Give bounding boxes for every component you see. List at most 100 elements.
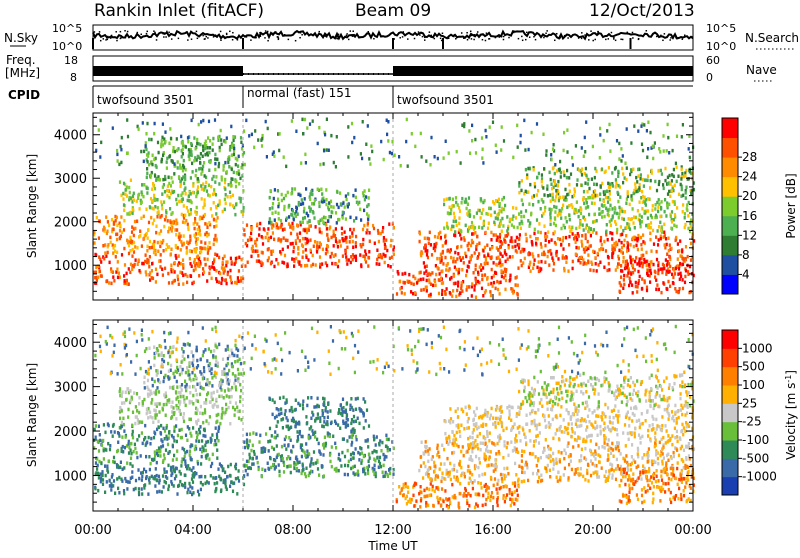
- scatter-cell: [601, 215, 603, 219]
- scatter-cell: [370, 144, 372, 148]
- scatter-cell: [270, 466, 272, 470]
- scatter-cell: [607, 208, 609, 212]
- scatter-cell: [374, 464, 376, 468]
- scatter-cell: [205, 398, 207, 402]
- scatter-cell: [202, 206, 204, 210]
- scatter-cell: [235, 257, 237, 261]
- scatter-cell: [331, 210, 333, 214]
- scatter-cell: [601, 243, 603, 247]
- scatter-cell: [338, 259, 340, 263]
- scatter-cell: [191, 458, 193, 462]
- freq-dot: [308, 73, 309, 75]
- scatter-cell: [204, 475, 206, 479]
- scatter-cell: [138, 477, 140, 481]
- noise-dot: [535, 39, 537, 41]
- scatter-cell: [652, 157, 654, 161]
- freq-dot: [373, 73, 374, 75]
- scatter-cell: [200, 475, 202, 479]
- scatter-cell: [215, 219, 217, 223]
- scatter-cell: [382, 230, 384, 234]
- scatter-cell: [661, 172, 663, 176]
- scatter-cell: [512, 156, 514, 160]
- scatter-cell: [238, 256, 240, 260]
- scatter-cell: [119, 224, 121, 228]
- scatter-cell: [460, 237, 462, 241]
- scatter-cell: [626, 249, 628, 253]
- scatter-cell: [214, 439, 216, 443]
- scatter-cell: [269, 217, 271, 221]
- scatter-cell: [188, 213, 190, 217]
- noise-dot: [127, 31, 129, 33]
- scatter-cell: [97, 439, 99, 443]
- scatter-cell: [373, 438, 375, 442]
- scatter-cell: [286, 262, 288, 266]
- scatter-cell: [261, 450, 263, 454]
- scatter-cell: [484, 261, 486, 265]
- scatter-cell: [217, 430, 219, 434]
- scatter-cell: [186, 366, 188, 370]
- scatter-cell: [120, 161, 122, 165]
- scatter-cell: [230, 349, 232, 353]
- scatter-cell: [160, 353, 162, 357]
- scatter-cell: [234, 379, 236, 383]
- scatter-cell: [515, 207, 517, 211]
- scatter-cell: [622, 287, 624, 291]
- noise-dot: [246, 36, 248, 38]
- scatter-cell: [528, 202, 530, 206]
- scatter-cell: [623, 218, 625, 222]
- scatter-cell: [388, 222, 390, 226]
- scatter-cell: [461, 268, 463, 272]
- scatter-cell: [113, 279, 115, 283]
- freq-dot: [318, 73, 319, 75]
- scatter-cell: [103, 257, 105, 261]
- scatter-cell: [304, 216, 306, 220]
- scatter-cell: [119, 417, 121, 421]
- scatter-cell: [647, 274, 649, 278]
- scatter-cell: [141, 183, 143, 187]
- scatter-cell: [572, 267, 574, 271]
- scatter-cell: [172, 269, 174, 273]
- scatter-cell: [619, 290, 621, 294]
- scatter-cell: [304, 118, 306, 122]
- noise-right-label: N.Search: [745, 31, 799, 45]
- scatter-cell: [218, 281, 220, 285]
- scatter-cell: [189, 377, 191, 381]
- scatter-cell: [373, 449, 375, 453]
- scatter-cell: [231, 153, 233, 157]
- noise-dot: [186, 31, 188, 33]
- scatter-cell: [267, 127, 269, 131]
- scatter-cell: [152, 421, 154, 425]
- scatter-cell: [625, 266, 627, 270]
- scatter-cell: [377, 229, 379, 233]
- scatter-cell: [253, 450, 255, 454]
- scatter-cell: [123, 203, 125, 207]
- scatter-cell: [681, 172, 683, 176]
- scatter-cell: [211, 277, 213, 281]
- scatter-cell: [571, 206, 573, 210]
- scatter-cell: [186, 275, 188, 279]
- scatter-cell: [261, 144, 263, 148]
- scatter-cell: [227, 195, 229, 199]
- scatter-cell: [660, 237, 662, 241]
- noise-dot: [419, 34, 421, 36]
- scatter-cell: [454, 234, 456, 238]
- scatter-cell: [352, 240, 354, 244]
- scatter-cell: [266, 155, 268, 159]
- scatter-cell: [267, 238, 269, 242]
- scatter-cell: [138, 396, 140, 400]
- scatter-cell: [442, 244, 444, 248]
- scatter-cell: [150, 197, 152, 201]
- scatter-cell: [138, 402, 140, 406]
- scatter-cell: [182, 274, 184, 278]
- noise-dot: [224, 36, 226, 38]
- scatter-cell: [172, 465, 174, 469]
- scatter-cell: [181, 428, 183, 432]
- scatter-cell: [656, 189, 658, 193]
- scatter-cell: [328, 149, 330, 153]
- scatter-cell: [166, 157, 168, 161]
- scatter-cell: [473, 271, 475, 275]
- scatter-cell: [148, 455, 150, 459]
- scatter-cell: [500, 281, 502, 285]
- scatter-cell: [168, 176, 170, 180]
